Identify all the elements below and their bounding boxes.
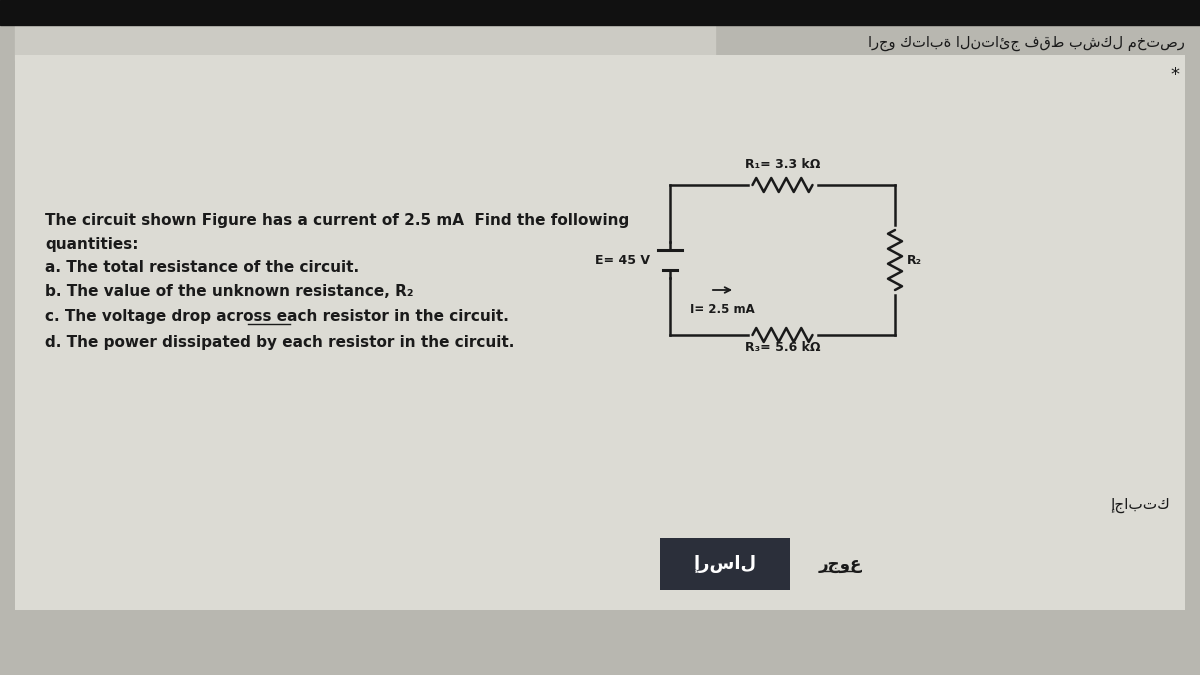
Bar [14,25,715,60]
Text: R₃= 5.6 kΩ: R₃= 5.6 kΩ [745,341,821,354]
Text: *: * [1170,66,1180,84]
Text: I= 2.5 mA: I= 2.5 mA [690,303,755,316]
Text: R₂: R₂ [907,254,922,267]
Bar [0,0,1200,25]
Text: E= 45 V: E= 45 V [595,254,650,267]
Bar [660,538,790,590]
Text: a. The total resistance of the circuit.: a. The total resistance of the circuit. [46,261,359,275]
Text: إجابتك: إجابتك [1110,497,1170,512]
Text: رجوع: رجوع [818,555,862,573]
Text: إرسال: إرسال [694,555,756,573]
Text: d. The power dissipated by each resistor in the circuit.: d. The power dissipated by each resistor… [46,335,515,350]
Text: c. The voltage drop across each resistor in the circuit.: c. The voltage drop across each resistor… [46,310,509,325]
Text: b. The value of the unknown resistance, R₂: b. The value of the unknown resistance, … [46,284,414,300]
Text: quantities:: quantities: [46,238,138,252]
Text: R₁= 3.3 kΩ: R₁= 3.3 kΩ [745,158,820,171]
Text: The circuit shown Figure has a current of 2.5 mA  Find the following: The circuit shown Figure has a current o… [46,213,629,227]
Bar [14,55,1186,610]
Text: ارجو كتابة النتائج فقط بشكل مختصر: ارجو كتابة النتائج فقط بشكل مختصر [869,35,1186,51]
